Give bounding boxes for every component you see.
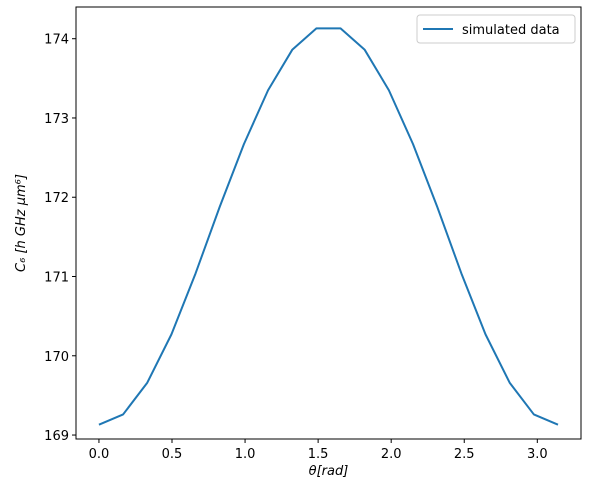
legend-box <box>416 14 576 44</box>
y-axis-label: C₆ [h GHz μm⁶] <box>14 174 29 272</box>
x-tick-label: 1.0 <box>235 447 256 462</box>
x-tick-label: 0.5 <box>162 447 183 462</box>
y-tick-label: 170 <box>44 350 69 365</box>
y-tick-label: 174 <box>44 33 69 48</box>
x-axis-ticks: 0.0 0.5 1.0 1.5 2.0 2.5 3.0 <box>89 439 548 462</box>
legend: simulated data <box>416 14 576 44</box>
legend-label-simulated-data: simulated data <box>462 23 560 38</box>
series-line-0 <box>98 27 559 426</box>
x-axis-label: θ[rad] <box>309 464 349 479</box>
y-tick-label: 169 <box>44 429 69 444</box>
plot-area <box>98 27 559 426</box>
x-tick-label: 3.0 <box>527 447 548 462</box>
y-tick-label: 173 <box>44 112 69 127</box>
x-tick-label: 2.0 <box>381 447 402 462</box>
axes-frame <box>75 6 582 440</box>
y-axis-ticks: 169 170 171 172 173 174 <box>44 33 76 444</box>
x-tick-label: 2.5 <box>454 447 475 462</box>
x-tick-label: 0.0 <box>89 447 110 462</box>
x-tick-label: 1.5 <box>308 447 329 462</box>
y-tick-label: 172 <box>44 191 69 206</box>
y-tick-label: 171 <box>44 271 69 286</box>
